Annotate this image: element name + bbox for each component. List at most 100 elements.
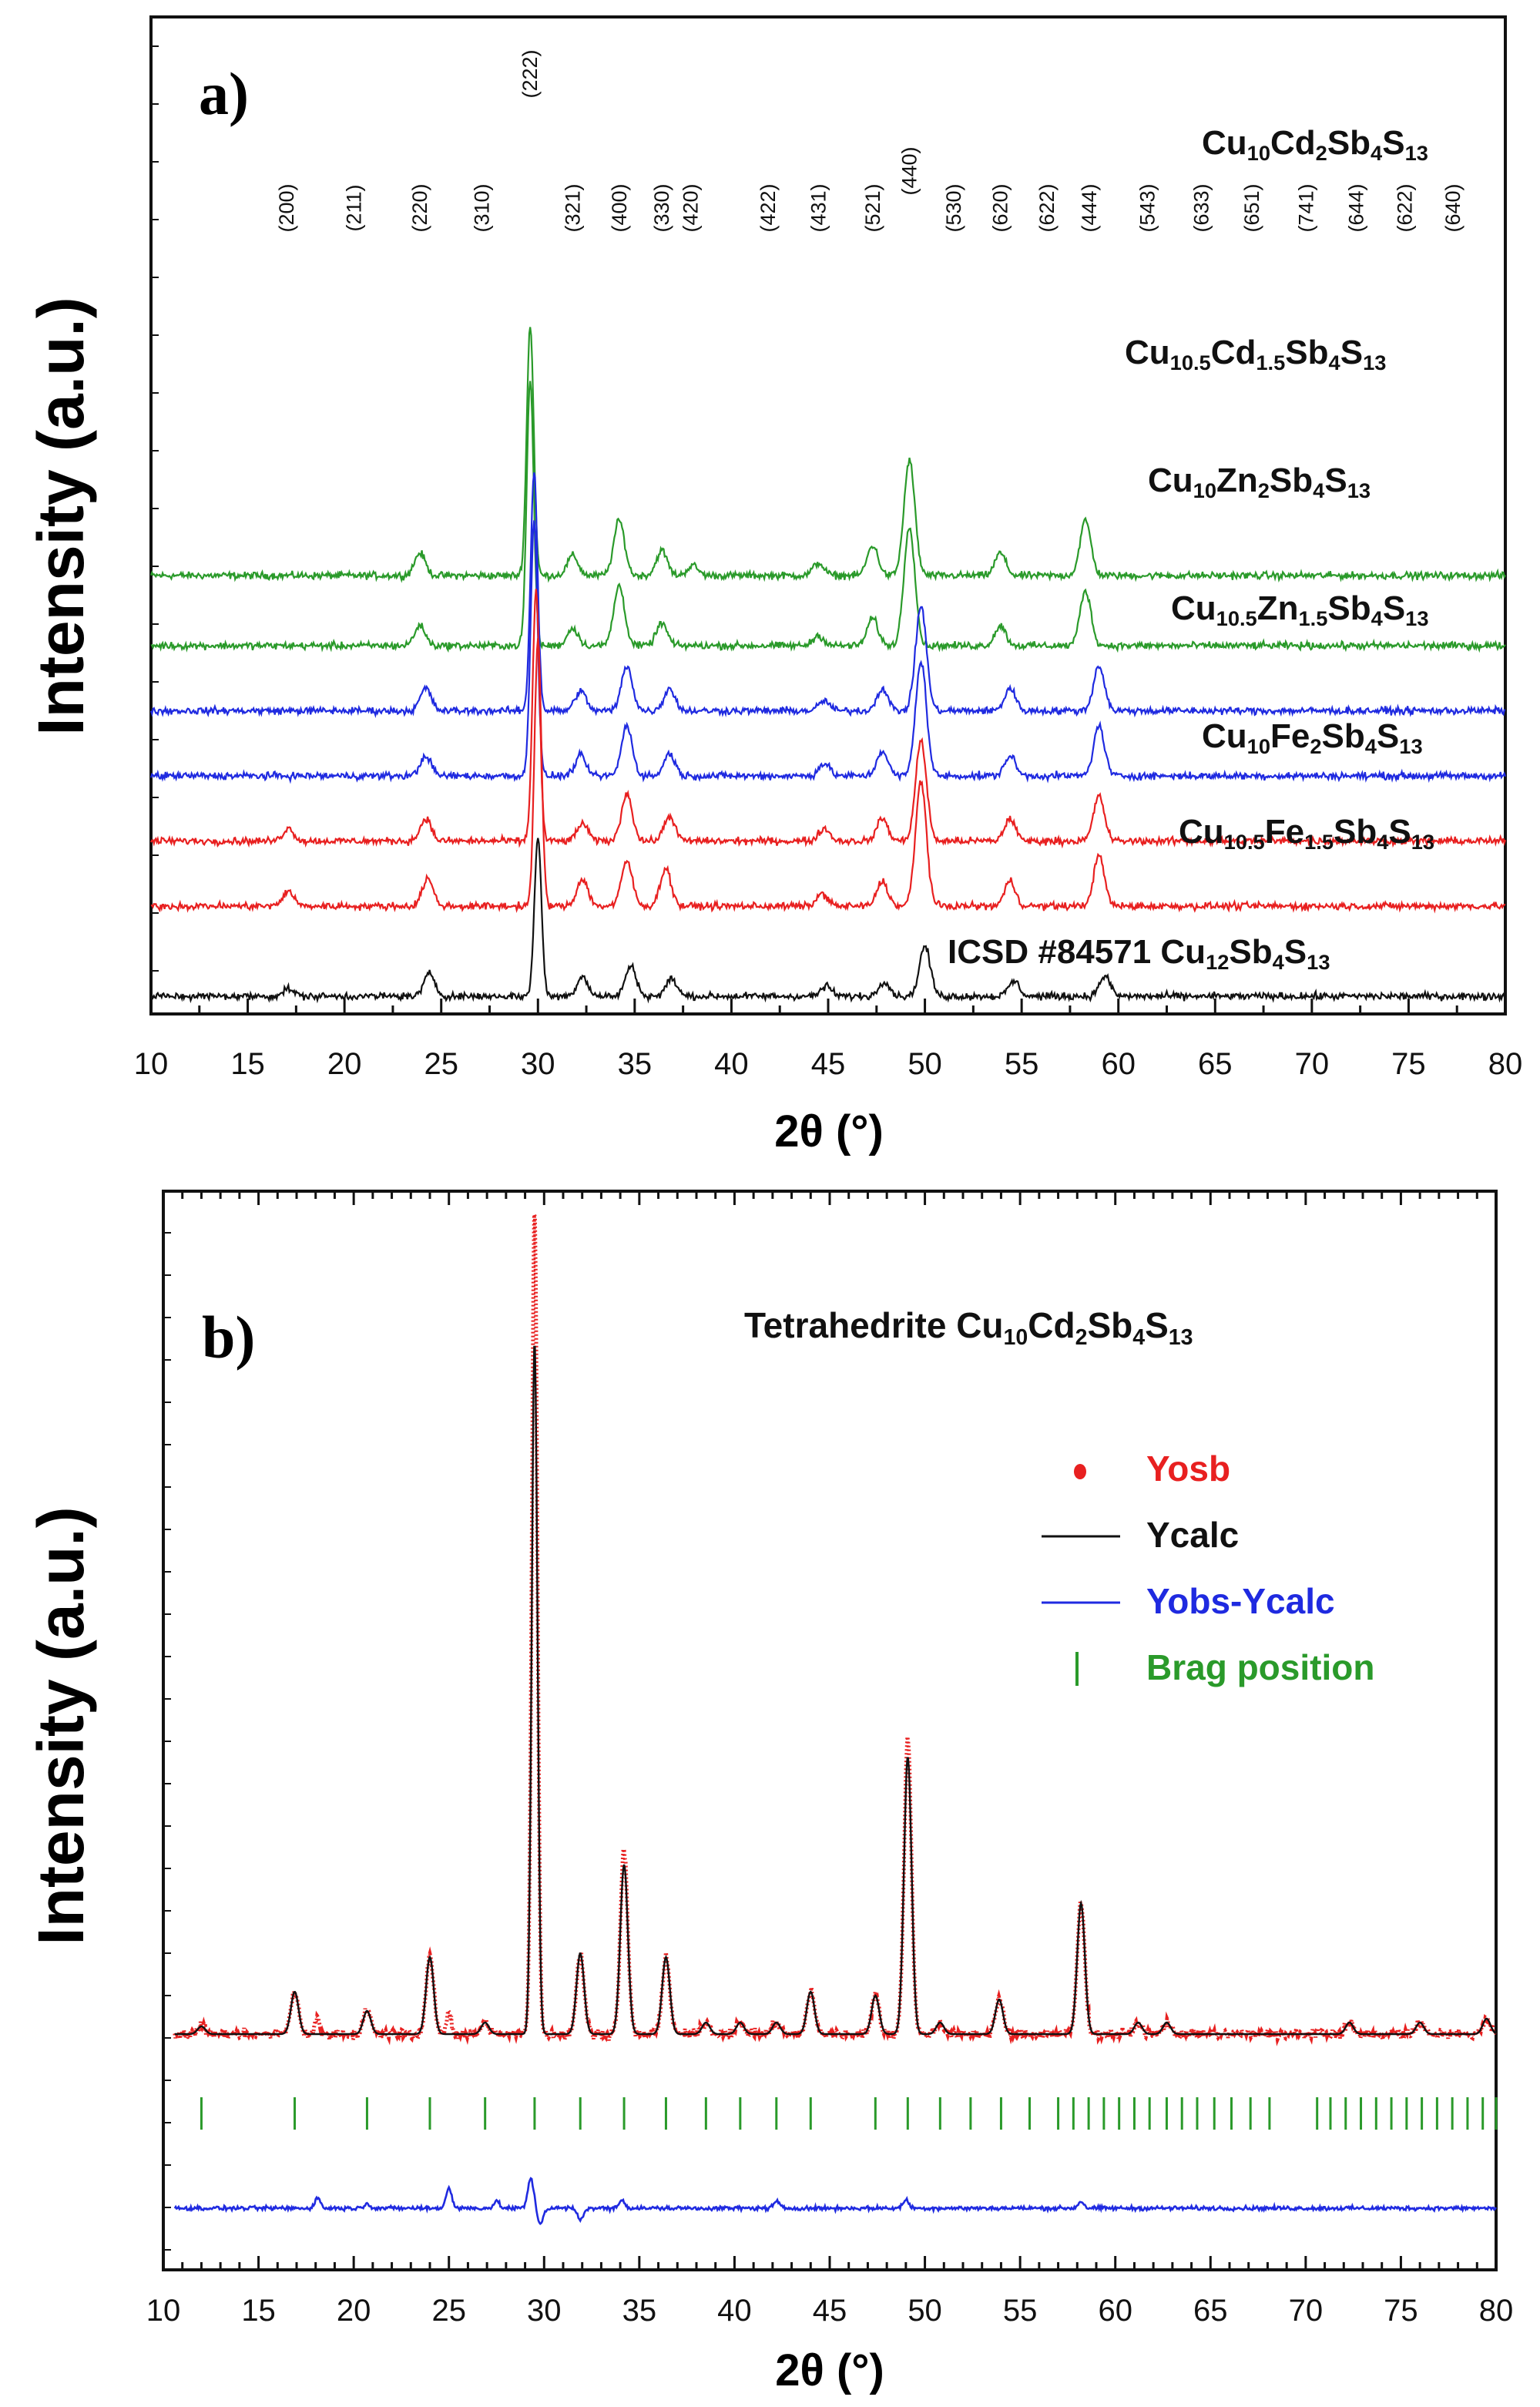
series-label-part: Zn	[1257, 589, 1299, 627]
series-label: Cu10Cd2Sb4S13	[1202, 124, 1428, 165]
x-tick-label: 15	[230, 1047, 265, 1081]
series-label-part: 4	[1365, 734, 1377, 758]
calculated-trace	[174, 1345, 1497, 2036]
series-label-part: 13	[1405, 141, 1428, 165]
hkl-label: (222)	[518, 49, 542, 98]
x-tick-label: 10	[134, 1047, 169, 1081]
x-tick-label: 50	[908, 1047, 942, 1081]
panel-b-bragg-positions	[200, 2097, 1498, 2130]
panel-b-title-text-part: Cd	[1028, 1305, 1075, 1345]
x-tick-label: 15	[241, 2294, 276, 2328]
hkl-label: (651)	[1240, 183, 1263, 232]
series-label-part: 4	[1273, 950, 1285, 974]
series-label-part: Sb	[1285, 334, 1328, 371]
series-label-part: 13	[1411, 830, 1434, 854]
x-tick-label: 20	[337, 2294, 371, 2328]
series-label-part: Cu	[1148, 462, 1193, 499]
x-tick-label: 10	[146, 2294, 181, 2328]
hkl-label: (530)	[942, 183, 965, 232]
series-label-part: 4	[1329, 351, 1341, 374]
hkl-label: (644)	[1345, 183, 1368, 232]
hkl-label: (440)	[897, 146, 921, 195]
hkl-label: (620)	[989, 183, 1012, 232]
series-label-part: Fe	[1265, 813, 1304, 851]
x-tick-label: 75	[1391, 1047, 1426, 1081]
series-label: Cu10Zn2Sb4S13	[1148, 462, 1371, 502]
series-label-part: Cu	[1202, 124, 1247, 162]
xrd-series-trace	[149, 472, 1505, 718]
xrd-series-trace	[149, 520, 1507, 784]
series-label-part: Cu	[1171, 589, 1216, 627]
panel-a-x-axis-label: 2θ (°)	[774, 1106, 884, 1157]
hkl-label: (633)	[1190, 183, 1213, 232]
series-label-part: 1.5	[1304, 830, 1334, 854]
panel-a-hkl-labels: (200) (211) (220) (310) (222) (321) (400) (330)…	[275, 49, 1465, 232]
x-tick-label: 30	[521, 1047, 555, 1081]
x-tick-label: 35	[622, 2294, 657, 2328]
panel-b-x-axis-label: 2θ (°)	[775, 2345, 884, 2395]
series-label-part: 4	[1313, 478, 1325, 502]
panel-b-title-text: Tetrahedrite Cu10Cd2Sb4S13	[744, 1305, 1193, 1350]
legend-label: Yosb	[1146, 1449, 1230, 1489]
series-label-part: S	[1383, 589, 1405, 627]
panel-b-title-text-part: Sb	[1087, 1305, 1132, 1345]
panel-b: 10 15 20 25 30 35 40 45 50 55 60 65 70 75 80 Yosb Ycalc…	[25, 1190, 1513, 2395]
series-label: Cu10.5Cd1.5Sb4S13	[1125, 334, 1386, 374]
hkl-label: (420)	[679, 183, 703, 232]
series-label-part: 4	[1377, 830, 1389, 854]
x-tick-label: 40	[717, 2294, 752, 2328]
x-tick-label: 25	[424, 1047, 458, 1081]
series-label-part: 12	[1206, 950, 1229, 974]
hkl-label: (622)	[1393, 183, 1416, 232]
hkl-label: (330)	[650, 183, 673, 232]
xrd-series-trace	[150, 589, 1507, 849]
series-label-part: S	[1382, 124, 1404, 162]
series-label: ICSD #84571 Cu12Sb4S13	[948, 933, 1330, 974]
panel-b-title-text-part: 2	[1075, 1325, 1088, 1350]
panel-a-frame	[149, 15, 1507, 1016]
x-tick-label: 40	[714, 1047, 749, 1081]
hkl-label: (521)	[861, 183, 884, 232]
hkl-label: (310)	[470, 183, 493, 232]
series-label-part: 13	[1347, 478, 1371, 502]
difference-trace	[173, 2177, 1498, 2226]
hkl-label: (741)	[1294, 183, 1317, 232]
x-tick-label: 55	[1003, 2294, 1038, 2328]
xrd-series-trace	[150, 381, 1506, 653]
panel-b-traces	[173, 1214, 1498, 2226]
series-label-part: S	[1377, 717, 1399, 755]
series-label-part: 1.5	[1256, 351, 1285, 374]
x-tick-label: 65	[1193, 2294, 1228, 2328]
hkl-label: (622)	[1035, 183, 1059, 232]
panel-b-title-text-part: S	[1145, 1305, 1169, 1345]
series-label-part: Zn	[1216, 462, 1258, 499]
x-tick-label: 45	[811, 1047, 846, 1081]
legend-marker-dot	[1074, 1464, 1086, 1479]
series-label-part: 2	[1316, 141, 1327, 165]
series-label-part: 1.5	[1299, 606, 1328, 630]
x-tick-label: 25	[431, 2294, 466, 2328]
hkl-label: (211)	[343, 184, 366, 231]
series-label-part: S	[1324, 462, 1347, 499]
series-label-part: 13	[1399, 734, 1422, 758]
series-label: Cu10.5Zn1.5Sb4S13	[1171, 589, 1429, 630]
legend-label: Yobs-Ycalc	[1146, 1581, 1335, 1621]
panel-a-label: a)	[199, 60, 249, 127]
series-label: Cu10.5Fe1.5Sb4S13	[1179, 813, 1434, 854]
series-label-part: 10	[1247, 141, 1270, 165]
panel-b-frame	[162, 1190, 1498, 2271]
legend-label: Ycalc	[1146, 1515, 1239, 1555]
legend-label: Brag position	[1146, 1647, 1374, 1687]
panel-b-x-ticks: 10 15 20 25 30 35 40 45 50 55 60 65 70 75 80	[146, 2256, 1513, 2328]
panel-b-title: Tetrahedrite Cu10Cd2Sb4S13	[744, 1305, 1193, 1350]
series-label-part: Sb	[1334, 813, 1377, 851]
xrd-series-trace	[150, 638, 1506, 914]
series-label-part: 13	[1307, 950, 1330, 974]
series-label-part: Cu	[1125, 334, 1170, 371]
panel-b-label: b)	[202, 1304, 255, 1371]
series-label-part: 13	[1363, 351, 1386, 374]
x-tick-label: 60	[1101, 1047, 1136, 1081]
series-label-part: 10.5	[1216, 606, 1257, 630]
x-tick-label: 20	[327, 1047, 362, 1081]
